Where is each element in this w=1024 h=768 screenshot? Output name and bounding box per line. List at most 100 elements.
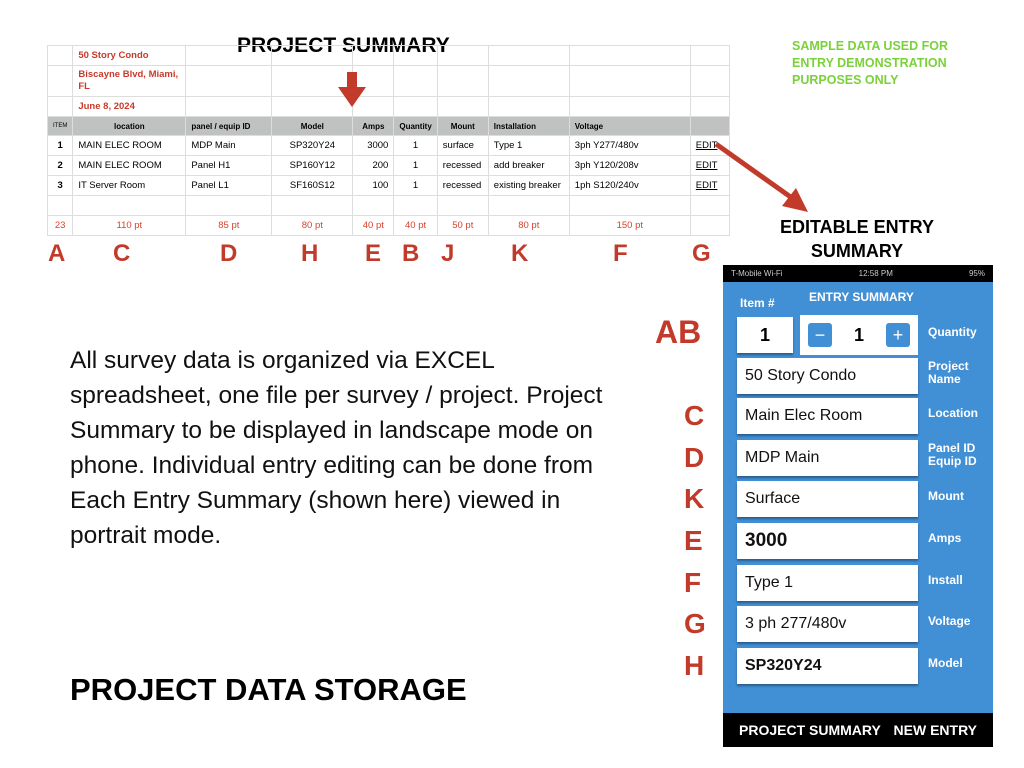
entry-summary-header: ENTRY SUMMARY (809, 290, 914, 304)
field-label: Voltage (928, 614, 971, 628)
width-row-cell: 50 pt (436, 215, 489, 236)
table-row-cell: surface (436, 135, 489, 156)
width-row-cell: 23 (46, 215, 74, 236)
status-bar: T-Mobile Wi-Fi 12:58 PM 95% (723, 265, 993, 282)
width-row-cell (689, 215, 730, 236)
quantity-value: 1 (853, 324, 864, 345)
new-entry-button[interactable]: NEW ENTRY (893, 722, 977, 738)
editable-title: EDITABLE ENTRY SUMMARY (779, 217, 934, 261)
table-row-cell: 3ph Y277/480v (568, 135, 691, 156)
table-header-cell: Amps (352, 116, 395, 136)
width-row-cell: 80 pt (271, 215, 354, 236)
field-label: Amps (928, 531, 962, 545)
project-summary-table: 50 Story Condo Biscayne Blvd, Miami, FL … (46, 45, 730, 236)
edit-link[interactable]: EDIT (689, 155, 730, 176)
table-row-cell: add breaker (487, 155, 570, 176)
phone-screen: T-Mobile Wi-Fi 12:58 PM 95% ENTRY SUMMAR… (723, 265, 993, 747)
field-mount[interactable]: Surface (737, 481, 918, 517)
column-letter: F (613, 240, 628, 267)
table-row: 3 IT Server Room Panel L1 SF160S12 100 1 reces… (46, 175, 730, 196)
column-letter: H (301, 240, 319, 267)
table-row-cell: 1 (393, 155, 438, 176)
table-row-cell: 1 (46, 135, 74, 156)
diagonal-arrow-icon (714, 141, 808, 212)
empty-row-cell (487, 195, 570, 216)
field-label: Model (928, 656, 963, 670)
carrier: T-Mobile Wi-Fi (731, 269, 783, 278)
table-header-cell: Quantity (393, 116, 438, 136)
field-label: Panel ID Equip ID (928, 441, 977, 468)
empty-row-cell (72, 195, 187, 216)
bottom-nav: PROJECT SUMMARY NEW ENTRY (723, 713, 993, 747)
table-row-cell: 100 (352, 175, 395, 196)
field-letter: G (684, 608, 706, 639)
table-row-cell: 1ph S120/240v (568, 175, 691, 196)
table-row-cell: SP320Y24 (271, 135, 354, 156)
width-row-cell: 40 pt (352, 215, 395, 236)
field-project-name[interactable]: 50 Story Condo (737, 358, 918, 394)
table-row-cell: 2 (46, 155, 74, 176)
table-row-cell: 1 (393, 175, 438, 196)
width-row-cell: 150 pt (568, 215, 691, 236)
width-row: 23 110 pt 85 pt 80 pt 40 pt 40 pt 50 pt 80 pt 15… (46, 215, 730, 236)
field-model[interactable]: SP320Y24 (737, 648, 918, 684)
table-row-cell: Panel H1 (185, 155, 273, 176)
column-letter: D (220, 240, 238, 267)
table-row-cell: SP160Y12 (271, 155, 354, 176)
empty-row-cell (46, 195, 74, 216)
item-number-field[interactable]: 1 (737, 317, 793, 353)
table-row-cell: MAIN ELEC ROOM (72, 135, 187, 156)
column-letter: A (48, 240, 66, 267)
table-row-cell: SF160S12 (271, 175, 354, 196)
field-location[interactable]: Main Elec Room (737, 398, 918, 434)
empty-row-cell (436, 195, 489, 216)
table-row-cell: MDP Main (185, 135, 273, 156)
project-address: Biscayne Blvd, Miami, FL (72, 65, 187, 97)
width-row-cell: 110 pt (72, 215, 187, 236)
field-letter: E (684, 525, 703, 556)
empty-row-cell (393, 195, 438, 216)
column-letter: J (441, 240, 455, 267)
field-letter: C (684, 400, 705, 431)
project-name: 50 Story Condo (72, 45, 187, 66)
field-voltage[interactable]: 3 ph 277/480v (737, 606, 918, 642)
table-header-cell: Installation (487, 116, 570, 136)
table-header-cell: Model (271, 116, 354, 136)
column-letter: K (511, 240, 529, 267)
field-letter: K (684, 483, 705, 514)
table-row-cell: recessed (436, 155, 489, 176)
table-row-cell: MAIN ELEC ROOM (72, 155, 187, 176)
table-row-cell: Type 1 (487, 135, 570, 156)
field-install[interactable]: Type 1 (737, 565, 918, 601)
increment-button[interactable]: + (885, 323, 910, 347)
table-row-cell: 3 (46, 175, 74, 196)
field-label: Mount (928, 489, 964, 503)
table-row-cell: 200 (352, 155, 395, 176)
field-label: Install (928, 573, 963, 587)
table-header-cell: ITEM (46, 116, 74, 136)
empty-row (46, 195, 730, 216)
empty-row-cell (185, 195, 273, 216)
storage-title: PROJECT DATA STORAGE (70, 672, 467, 707)
field-letter: F (684, 567, 702, 598)
quantity-stepper[interactable]: − 1 + (800, 315, 918, 355)
width-row-cell: 80 pt (487, 215, 570, 236)
clock: 12:58 PM (858, 269, 893, 278)
table-row-cell: recessed (436, 175, 489, 196)
empty-row-cell (568, 195, 691, 216)
decrement-button[interactable]: − (808, 323, 832, 347)
table-row-cell: existing breaker (487, 175, 570, 196)
project-summary-button[interactable]: PROJECT SUMMARY (739, 722, 881, 738)
table-row: 2 MAIN ELEC ROOM Panel H1 SP160Y12 200 1 reces… (46, 155, 730, 176)
letter-ab: AB (655, 314, 702, 350)
field-amps[interactable]: 3000 (737, 523, 918, 559)
battery: 95% (968, 269, 985, 278)
empty-row-cell (352, 195, 395, 216)
empty-row-cell (271, 195, 354, 216)
table-header-cell (689, 116, 730, 136)
field-label: Project Name (928, 359, 969, 386)
field-panel-id-equip-id[interactable]: MDP Main (737, 440, 918, 476)
column-letter: C (113, 240, 131, 267)
table-row-cell: IT Server Room (72, 175, 187, 196)
table-header: ITEM location panel / equip ID Model Amps Qua… (46, 116, 730, 136)
